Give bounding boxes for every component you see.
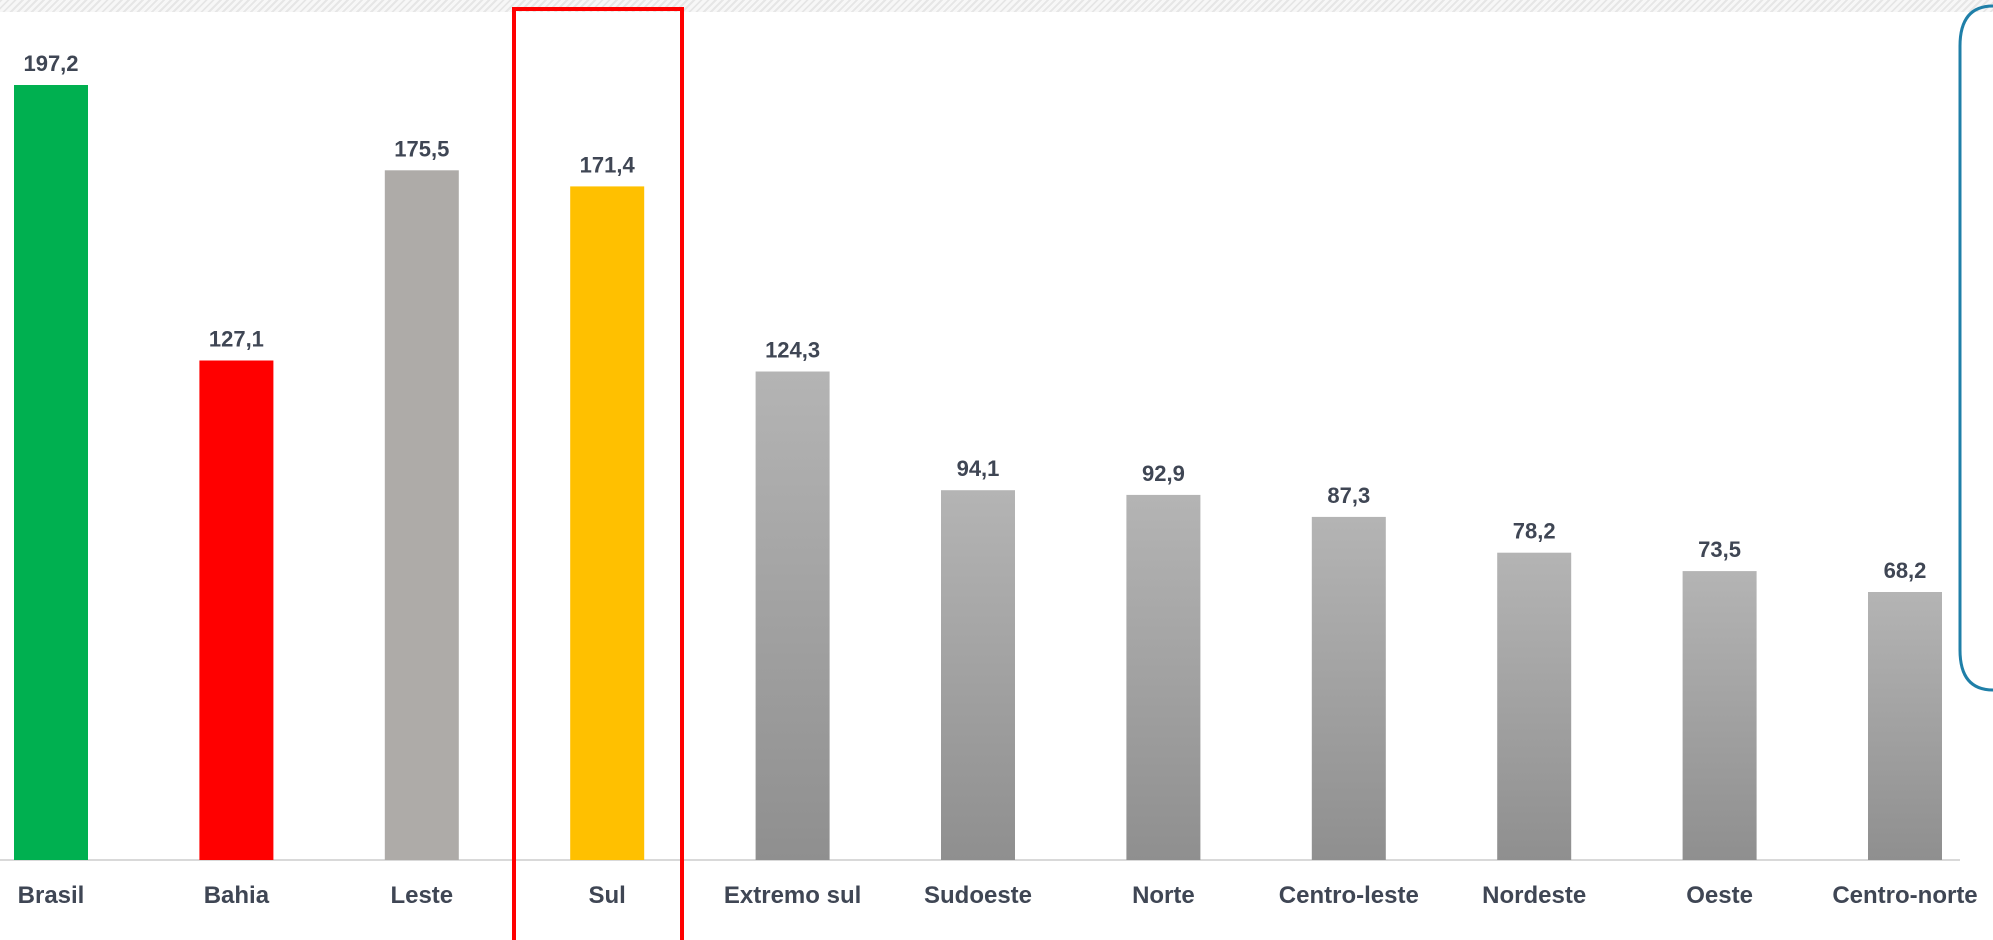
- bar-centro-leste: [1311, 516, 1386, 860]
- bar-extremo-sul: [755, 371, 830, 860]
- top-hatch-stripe: [0, 0, 1993, 12]
- value-label-sudoeste: 94,1: [957, 456, 1000, 481]
- category-label-sul: Sul: [589, 882, 626, 909]
- value-label-extremo-sul: 124,3: [765, 338, 820, 363]
- value-label-norte: 92,9: [1142, 461, 1185, 486]
- value-label-leste: 175,5: [394, 136, 449, 161]
- bar-oeste: [1682, 571, 1757, 860]
- category-label-extremo-sul: Extremo sul: [724, 882, 861, 909]
- value-label-nordeste: 78,2: [1513, 519, 1556, 544]
- value-label-bahia: 127,1: [209, 327, 264, 352]
- category-label-centro-norte: Centro-norte: [1832, 882, 1977, 909]
- value-label-brasil: 197,2: [23, 51, 78, 76]
- bar-sudoeste: [941, 490, 1015, 860]
- category-label-sudoeste: Sudoeste: [924, 882, 1032, 909]
- category-label-centro-leste: Centro-leste: [1279, 882, 1419, 909]
- category-label-nordeste: Nordeste: [1482, 882, 1586, 909]
- bar-brasil: [14, 85, 88, 860]
- category-label-norte: Norte: [1132, 882, 1195, 909]
- value-label-centro-norte: 68,2: [1884, 558, 1927, 583]
- category-label-leste: Leste: [390, 882, 453, 909]
- value-label-centro-leste: 87,3: [1327, 483, 1370, 508]
- bar-centro-norte: [1868, 592, 1942, 860]
- bar-sul: [570, 186, 645, 860]
- bar-leste: [384, 170, 459, 861]
- category-label-bahia: Bahia: [204, 882, 270, 909]
- bar-norte: [1126, 494, 1201, 860]
- highlight-frame-sul: [512, 7, 684, 940]
- callout-box-edge: [1958, 4, 1993, 692]
- bar-bahia: [199, 360, 274, 860]
- value-label-oeste: 73,5: [1698, 537, 1741, 562]
- category-label-brasil: Brasil: [18, 882, 85, 909]
- bar-nordeste: [1497, 552, 1572, 860]
- value-label-sul: 171,4: [580, 152, 636, 177]
- category-label-oeste: Oeste: [1686, 882, 1753, 909]
